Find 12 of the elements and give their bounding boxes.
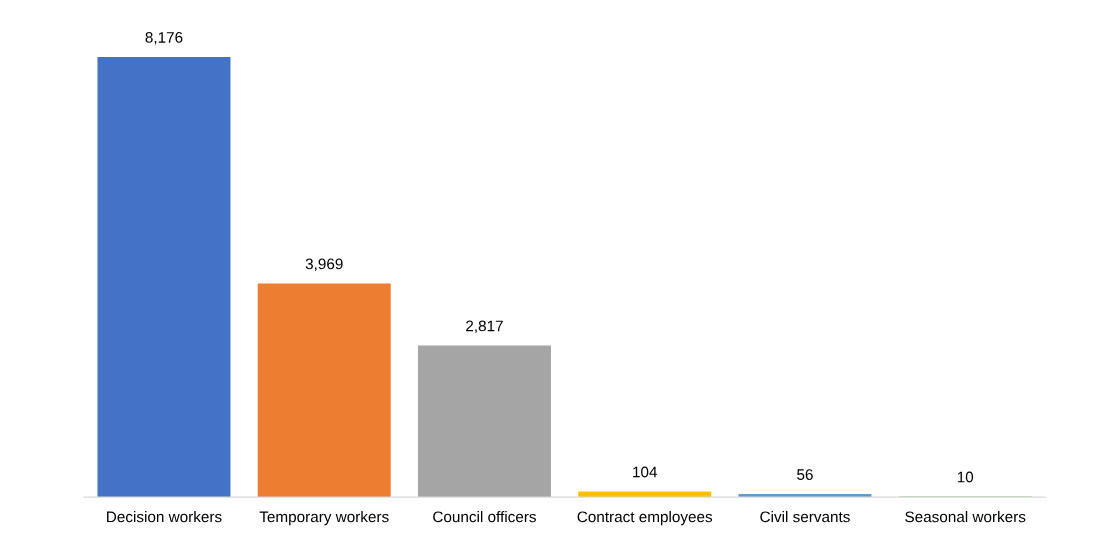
data-label: 8,176 — [145, 31, 183, 45]
x-tick-label: Civil servants — [760, 511, 850, 523]
data-label: 104 — [633, 466, 658, 478]
x-tick-label: Decision workers — [107, 511, 222, 523]
data-label: 2,817 — [466, 320, 503, 334]
data-label: 10 — [957, 471, 974, 483]
data-label: 56 — [797, 469, 813, 480]
x-tick-label: Contract employees — [577, 511, 713, 526]
x-tick-label: Council officers — [433, 511, 536, 523]
x-tick-label: Temporary workers — [259, 511, 389, 526]
data-label: 3,969 — [305, 258, 343, 272]
x-tick-label: Seasonal workers — [905, 511, 1026, 523]
